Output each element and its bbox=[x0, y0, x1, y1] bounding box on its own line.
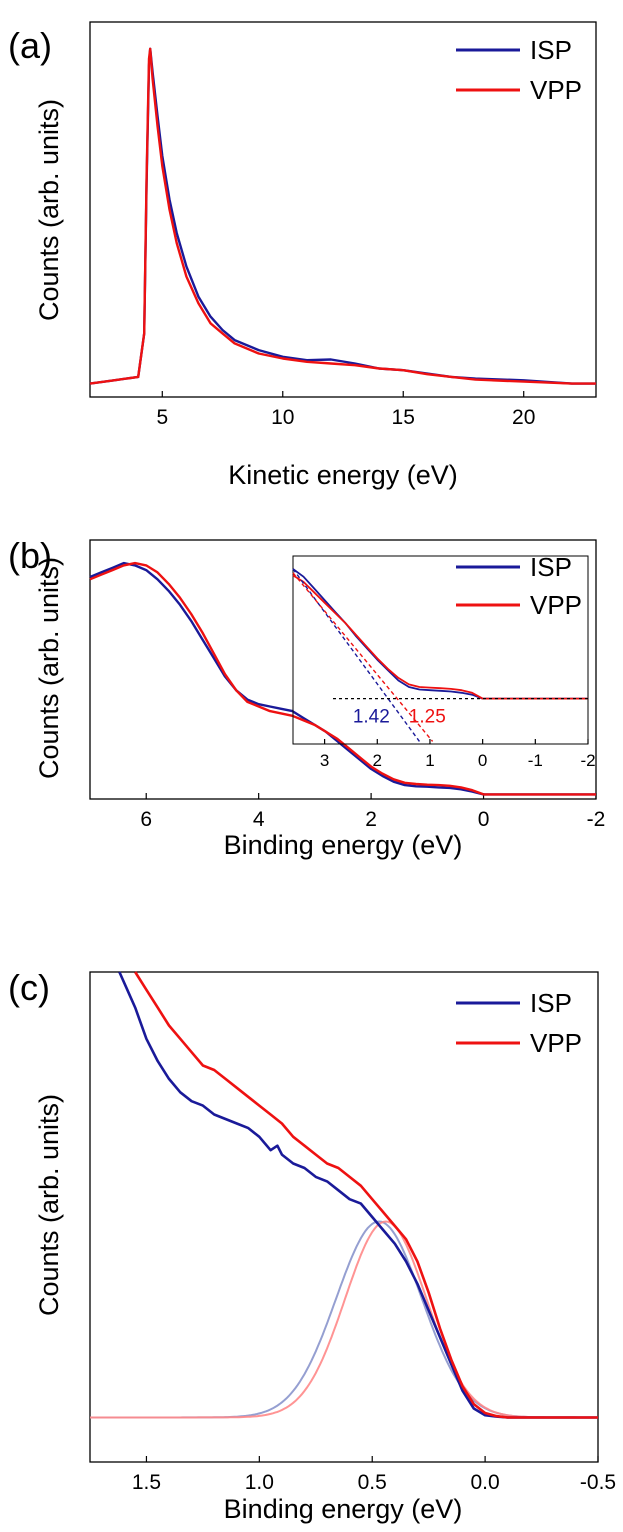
legend-isp-label: ISP bbox=[530, 35, 572, 65]
panel-a-x-tick-label: 10 bbox=[271, 406, 294, 429]
panel-c-legend: ISP VPP bbox=[456, 988, 582, 1058]
panel-b-inset: 3 2 1 0 -1 -2 1.42 1.25 bbox=[292, 555, 596, 770]
panel-a-xlabel: Kinetic energy (eV) bbox=[228, 460, 458, 490]
legend-vpp-label: VPP bbox=[530, 75, 582, 105]
annotation-isp-onset: 1.42 bbox=[353, 707, 390, 728]
panel-a-x-tick-label: 5 bbox=[156, 406, 168, 429]
inset-x-tick-label: 3 bbox=[320, 751, 329, 770]
inset-x-tick-label: 1 bbox=[425, 751, 434, 770]
legend-vpp-label: VPP bbox=[530, 1028, 582, 1058]
inset-isp-line bbox=[292, 568, 588, 700]
panel-a-label: (a) bbox=[8, 25, 52, 66]
panel-c-label: (c) bbox=[8, 967, 50, 1008]
panel-b-plot-frame bbox=[89, 539, 597, 800]
panel-c-vpp-line bbox=[134, 971, 598, 1419]
panel-c-x-tick-label: 0.0 bbox=[471, 1471, 500, 1494]
panel-a-ylabel: Counts (arb. units) bbox=[34, 99, 64, 321]
inset-fit-isp bbox=[292, 568, 420, 742]
panel-b-x-tick-label: -2 bbox=[587, 808, 606, 831]
panel-b-x-tick-label: 4 bbox=[253, 808, 265, 831]
panel-a-x-tick-label: 15 bbox=[392, 406, 415, 429]
panel-a-x-ticks: 5 10 15 20 bbox=[156, 391, 535, 429]
panel-c-gaussian-fits bbox=[90, 1220, 598, 1419]
panel-b-x-ticks: 6 4 2 0 -2 bbox=[140, 793, 605, 831]
inset-x-tick-label: 0 bbox=[478, 751, 487, 770]
panel-b-vpp-line bbox=[89, 561, 596, 796]
panel-b-xlabel: Binding energy (eV) bbox=[224, 830, 463, 860]
panel-b-x-tick-label: 2 bbox=[365, 808, 377, 831]
panel-a-legend: ISP VPP bbox=[456, 35, 582, 105]
inset-fit-lines bbox=[292, 568, 434, 742]
inset-frame bbox=[292, 555, 589, 745]
panel-b-legend: ISP VPP bbox=[456, 552, 582, 620]
panel-c: (c) Counts (arb. units) Binding energy (… bbox=[8, 967, 616, 1524]
panel-c-x-tick-label: -0.5 bbox=[580, 1471, 616, 1494]
inset-x-tick-label: -2 bbox=[580, 751, 595, 770]
inset-fit-vpp bbox=[292, 572, 434, 742]
panel-a-series bbox=[89, 47, 596, 385]
inset-x-tick-label: -1 bbox=[528, 751, 543, 770]
panel-b-ylabel: Counts (arb. units) bbox=[34, 557, 64, 779]
gaussian-fit-vpp bbox=[90, 1220, 598, 1419]
panel-a-x-tick-label: 20 bbox=[512, 406, 535, 429]
inset-x-tick-label: 2 bbox=[373, 751, 382, 770]
legend-vpp-label: VPP bbox=[530, 590, 582, 620]
gaussian-fit-isp bbox=[90, 1220, 598, 1419]
panel-c-x-tick-label: 0.5 bbox=[358, 1471, 387, 1494]
panel-a: (a) Counts (arb. units) Kinetic energy (… bbox=[8, 21, 597, 490]
panel-c-isp-line bbox=[118, 971, 598, 1419]
panel-c-xlabel: Binding energy (eV) bbox=[224, 1494, 463, 1524]
inset-series bbox=[292, 568, 588, 700]
legend-isp-label: ISP bbox=[530, 988, 572, 1018]
panel-b-x-tick-label: 6 bbox=[140, 808, 152, 831]
panel-c-x-ticks: 1.5 1.0 0.5 0.0 -0.5 bbox=[132, 1456, 616, 1494]
panel-c-series bbox=[118, 971, 598, 1419]
panel-b-label: (b) bbox=[8, 535, 52, 576]
annotation-vpp-onset: 1.25 bbox=[409, 707, 446, 728]
panel-c-x-tick-label: 1.5 bbox=[132, 1471, 161, 1494]
legend-isp-label: ISP bbox=[530, 552, 572, 582]
panel-b-series bbox=[89, 561, 596, 796]
panel-b-isp-line bbox=[89, 561, 596, 796]
panel-a-isp-line bbox=[89, 47, 596, 385]
panel-c-plot-frame bbox=[89, 971, 599, 1463]
panel-b: (b) Counts (arb. units) Binding energy (… bbox=[8, 535, 605, 860]
panel-b-x-tick-label: 0 bbox=[478, 808, 490, 831]
panel-c-ylabel: Counts (arb. units) bbox=[34, 1094, 64, 1316]
panel-c-x-tick-label: 1.0 bbox=[245, 1471, 274, 1494]
panel-a-plot-frame bbox=[89, 21, 597, 398]
inset-x-ticks: 3 2 1 0 -1 -2 bbox=[320, 739, 596, 770]
panel-a-vpp-line bbox=[89, 47, 596, 385]
